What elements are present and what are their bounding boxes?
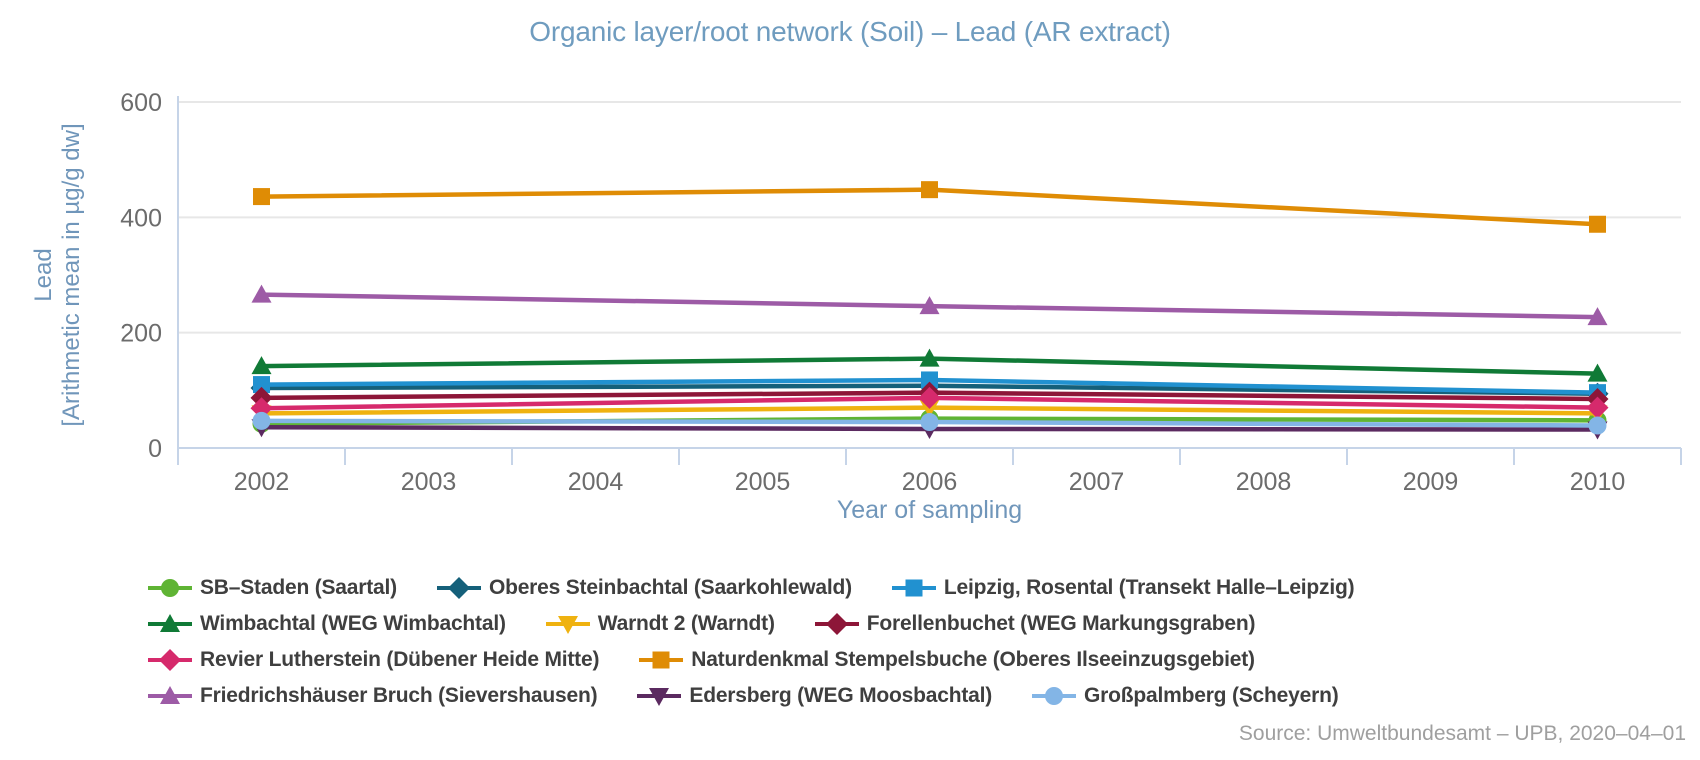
legend-item-6[interactable]: Forellenbuchet (WEG Markungsgraben) <box>814 612 1256 636</box>
legend-item-10[interactable]: Edersberg (WEG Moosbachtal) <box>637 684 992 708</box>
diamond-marker[interactable] <box>918 386 941 409</box>
circle-marker[interactable] <box>920 413 939 432</box>
legend-label: Naturdenkmal Stempelsbuche (Oberes Ilsee… <box>691 648 1255 671</box>
y-tick-label: 0 <box>148 435 162 463</box>
x-tick-label: 2008 <box>1236 468 1292 496</box>
circle-legend-icon <box>1032 687 1077 705</box>
triangle-up-marker[interactable] <box>1587 363 1608 382</box>
diamond-legend-icon <box>148 649 192 671</box>
square-marker[interactable] <box>253 376 270 394</box>
x-tick-label: 2003 <box>401 468 457 496</box>
x-tick-label: 2004 <box>568 468 624 496</box>
legend-item-7[interactable]: Revier Lutherstein (Dübener Heide Mitte) <box>148 648 599 672</box>
triangle-up-marker[interactable] <box>919 348 940 367</box>
legend-item-9[interactable]: Friedrichshäuser Bruch (Sievershausen) <box>148 684 598 708</box>
legend-label: Großpalmberg (Scheyern) <box>1084 684 1339 707</box>
circle-marker[interactable] <box>252 411 271 430</box>
triangle-up-marker[interactable] <box>251 284 272 303</box>
square-marker[interactable] <box>1589 215 1606 233</box>
legend-label: Edersberg (WEG Moosbachtal) <box>689 684 993 707</box>
triangle-up-marker[interactable] <box>1587 307 1608 326</box>
triangle-down-legend-icon <box>637 688 682 706</box>
triangle-up-marker[interactable] <box>919 296 940 315</box>
triangle-up-legend-icon <box>148 686 192 704</box>
legend-item-8[interactable]: Naturdenkmal Stempelsbuche (Oberes Ilsee… <box>639 648 1255 672</box>
diamond-marker[interactable] <box>250 397 273 420</box>
square-marker[interactable] <box>921 371 938 389</box>
x-axis-title: Year of sampling <box>836 496 1023 524</box>
legend-label: Forellenbuchet (WEG Markungsgraben) <box>866 612 1256 635</box>
x-tick-label: 2007 <box>1069 468 1125 496</box>
legend-item-4[interactable]: Wimbachtal (WEG Wimbachtal) <box>148 612 506 636</box>
legend-item-1[interactable]: SB–Staden (Saartal) <box>148 576 397 600</box>
x-tick-label: 2010 <box>1570 468 1626 496</box>
triangle-down-marker <box>557 616 578 634</box>
square-marker <box>905 579 923 597</box>
y-tick-label: 200 <box>120 320 162 348</box>
triangle-up-legend-icon <box>148 614 192 632</box>
triangle-down-legend-icon <box>545 616 590 634</box>
legend-item-11[interactable]: Großpalmberg (Scheyern) <box>1032 684 1339 708</box>
diamond-marker[interactable] <box>1586 396 1609 419</box>
diamond-marker <box>825 613 848 635</box>
legend-label: Leipzig, Rosental (Transekt Halle–Leipzi… <box>943 576 1355 599</box>
legend-label: Friedrichshäuser Bruch (Sievershausen) <box>200 684 598 707</box>
x-tick-label: 2005 <box>735 468 791 496</box>
circle-marker <box>161 579 179 597</box>
legend-label: Wimbachtal (WEG Wimbachtal) <box>200 612 506 635</box>
square-marker[interactable] <box>253 188 270 206</box>
square-legend-icon <box>639 651 684 669</box>
diamond-legend-icon <box>814 613 859 635</box>
diamond-marker <box>159 649 181 671</box>
y-tick-label: 600 <box>120 89 162 117</box>
circle-legend-icon <box>148 579 192 597</box>
y-tick-label: 400 <box>120 204 162 232</box>
legend-label: Warndt 2 (Warndt) <box>597 612 775 635</box>
square-legend-icon <box>891 579 936 597</box>
legend-item-5[interactable]: Warndt 2 (Warndt) <box>545 612 775 636</box>
square-marker[interactable] <box>921 181 938 199</box>
triangle-down-marker <box>649 688 670 706</box>
source-credit: Source: Umweltbundesamt – UPB, 2020–04–0… <box>1238 722 1686 745</box>
chart-title: Organic layer/root network (Soil) – Lead… <box>529 16 1171 47</box>
x-tick-label: 2002 <box>234 468 290 496</box>
triangle-up-marker <box>160 614 180 632</box>
line-chart-plot: 0 200 400 600 2002 2003 2004 2005 2006 2007 2008 20… <box>120 89 1682 496</box>
x-tick-label: 2009 <box>1403 468 1459 496</box>
legend-item-3[interactable]: Leipzig, Rosental (Transekt Halle–Leipzi… <box>891 576 1355 600</box>
legend-label: Oberes Steinbachtal (Saarkohlewald) <box>488 576 852 599</box>
legend: SB–Staden (Saartal) Oberes Steinbachtal (… <box>148 576 1608 708</box>
x-tick-label: 2006 <box>902 468 958 496</box>
legend-item-2[interactable]: Oberes Steinbachtal (Saarkohlewald) <box>436 576 852 600</box>
square-marker <box>652 651 670 669</box>
triangle-up-marker <box>160 686 180 704</box>
diamond-marker <box>447 577 470 599</box>
triangle-up-marker[interactable] <box>251 356 272 375</box>
circle-marker[interactable] <box>1588 416 1607 435</box>
legend-label: Revier Lutherstein (Dübener Heide Mitte) <box>200 648 600 671</box>
legend-label: SB–Staden (Saartal) <box>200 576 397 599</box>
diamond-legend-icon <box>436 577 481 599</box>
circle-marker <box>1045 687 1064 705</box>
